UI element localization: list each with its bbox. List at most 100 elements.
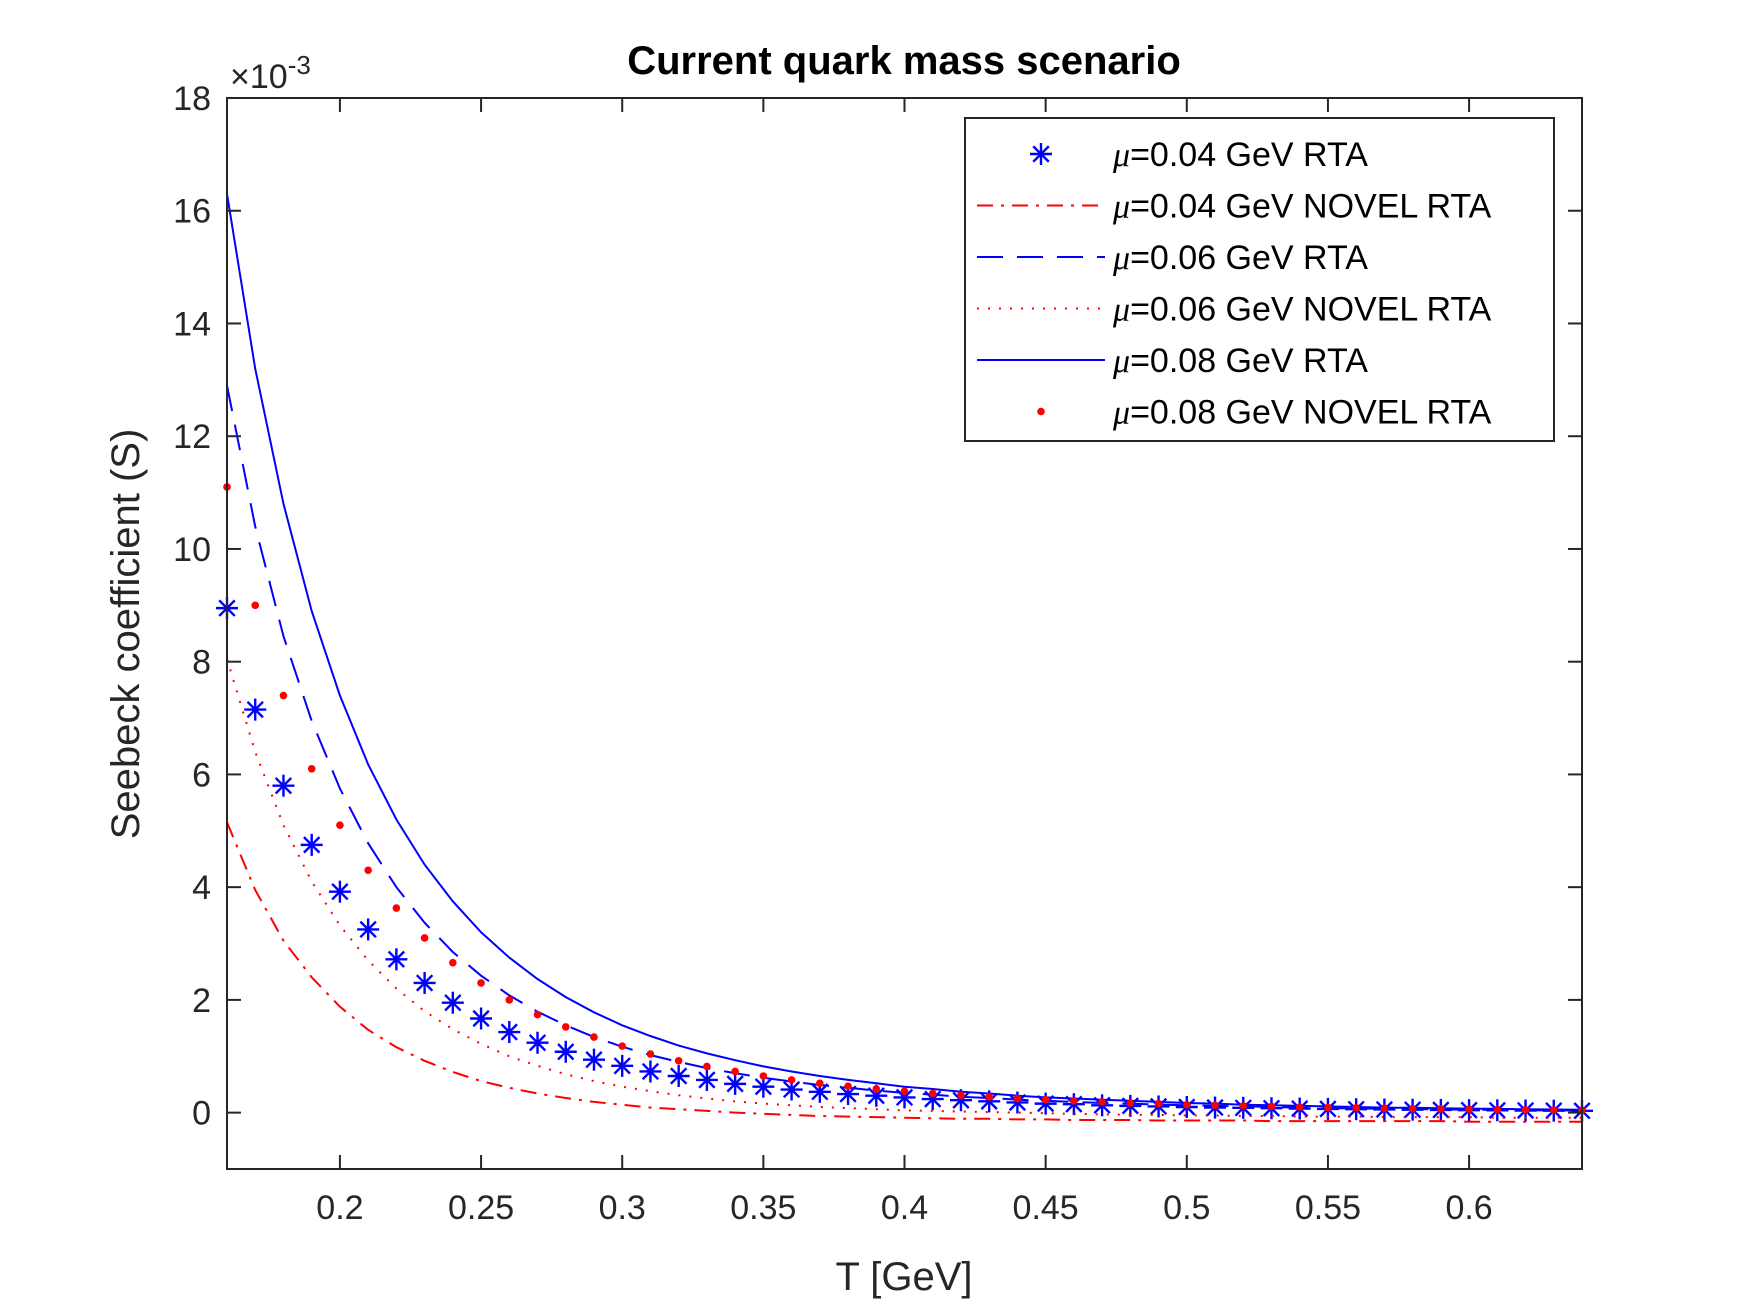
data-point-star-stroke: [387, 950, 406, 968]
data-point-dot: [1437, 1105, 1445, 1113]
data-point-dot: [251, 601, 260, 610]
data-point-dot: [590, 1033, 598, 1041]
y-tick-label: 12: [173, 418, 211, 456]
legend-item: μ=0.04 GeV RTA: [1030, 136, 1368, 174]
legend-label-text: =0.08 GeV RTA: [1130, 342, 1368, 380]
data-point-dot: [1154, 1099, 1163, 1108]
legend-mu-symbol: μ: [1112, 395, 1130, 432]
data-point-star: [978, 1090, 1001, 1113]
data-point-star-stroke: [246, 700, 264, 719]
series-2: [226, 821, 1582, 1123]
y-tick-label: 14: [173, 305, 211, 343]
data-point-dot: [816, 1079, 824, 1088]
y-tick-label: 0: [192, 1095, 211, 1133]
data-point-dot: [1352, 1104, 1360, 1112]
legend-mu-symbol: μ: [1112, 343, 1130, 380]
y-tick-label: 4: [192, 869, 211, 907]
data-point-star-stroke: [500, 1023, 518, 1041]
y-tick-label: 6: [192, 756, 211, 794]
data-point-dot: [1041, 1095, 1050, 1104]
legend-label-text: =0.08 GeV NOVEL RTA: [1130, 394, 1492, 432]
legend-label-text: =0.06 GeV RTA: [1130, 239, 1368, 277]
data-point-dot: [1013, 1094, 1022, 1103]
data-point-dot: [392, 904, 401, 912]
data-point-dot: [844, 1082, 852, 1090]
data-point-dot: [1182, 1100, 1191, 1109]
x-tick-label: 0.55: [1295, 1189, 1361, 1227]
data-point-star-stroke: [528, 1034, 547, 1052]
data-point-star-stroke: [952, 1091, 970, 1109]
data-point-star-stroke: [670, 1067, 688, 1085]
legend-item: μ=0.08 GeV NOVEL RTA: [1037, 394, 1492, 432]
data-point-star-stroke: [895, 1088, 914, 1107]
data-point-dot: [533, 1010, 542, 1019]
y-tick-label: 8: [192, 644, 211, 682]
data-point-dot: [759, 1072, 768, 1080]
data-point-star-stroke: [444, 994, 462, 1012]
legend-mu-symbol: μ: [1112, 137, 1130, 174]
data-point-dot: [1098, 1098, 1106, 1106]
data-point-dot: [505, 996, 514, 1004]
legend-mu-symbol: μ: [1112, 292, 1130, 329]
data-point-star: [300, 833, 323, 856]
legend-label: μ=0.04 GeV RTA: [1112, 136, 1368, 174]
x-tick-label: 0.6: [1445, 1189, 1492, 1227]
data-point-dot: [1380, 1104, 1389, 1113]
legend-label-text: =0.06 GeV NOVEL RTA: [1130, 291, 1492, 329]
data-point-dot: [279, 691, 288, 700]
x-tick-label: 0.5: [1163, 1189, 1210, 1227]
data-point-star: [611, 1054, 634, 1077]
y-tick-label: 10: [173, 531, 211, 569]
data-point-dot: [1324, 1103, 1332, 1112]
x-tick-label: 0.3: [599, 1189, 646, 1227]
data-point-dot: [336, 821, 344, 829]
data-point-dot: [1239, 1102, 1248, 1110]
y-axis-label: Seebeck coefficient (S): [104, 429, 148, 840]
x-tick-label: 0.25: [448, 1189, 514, 1227]
data-point-star: [667, 1064, 690, 1087]
data-point-star-stroke: [641, 1062, 660, 1081]
data-point-dot: [1070, 1096, 1078, 1105]
data-point-star: [328, 880, 351, 903]
data-point-star-stroke: [415, 974, 434, 992]
data-point-star: [526, 1031, 549, 1054]
data-point-star-stroke: [303, 836, 321, 854]
data-point-dot: [957, 1091, 965, 1099]
data-point-dot: [731, 1067, 739, 1076]
data-point-dot: [872, 1085, 881, 1093]
data-point-star-stroke: [726, 1075, 744, 1093]
data-point-dot: [1465, 1105, 1473, 1114]
legend-label: μ=0.04 GeV NOVEL RTA: [1112, 188, 1492, 226]
data-point-dot: [1408, 1104, 1417, 1113]
legend-label: μ=0.08 GeV NOVEL RTA: [1112, 394, 1492, 432]
data-point-dot: [674, 1056, 683, 1065]
data-point-dot: [928, 1089, 937, 1098]
data-point-dot: [985, 1093, 993, 1101]
data-point-dot: [1549, 1106, 1558, 1114]
data-point-dot: [1295, 1103, 1304, 1111]
data-point-star: [639, 1060, 662, 1083]
data-point-star: [498, 1021, 521, 1044]
data-point-dot: [307, 764, 316, 773]
data-point-dot: [477, 979, 485, 987]
data-point-star-stroke: [698, 1071, 716, 1089]
data-point-star: [441, 991, 464, 1014]
data-point-dot: [449, 958, 457, 967]
y-tick-label: 2: [192, 982, 211, 1020]
data-point-dot: [1211, 1101, 1219, 1110]
legend-item: μ=0.04 GeV NOVEL RTA: [977, 188, 1492, 226]
series-line: [226, 821, 1582, 1123]
x-tick-label: 0.35: [730, 1189, 796, 1227]
y-exponent-label: ×10-3: [230, 50, 311, 96]
x-tick-label: 0.2: [316, 1189, 363, 1227]
x-tick-label: 0.45: [1013, 1189, 1079, 1227]
legend-label-text: =0.04 GeV NOVEL RTA: [1130, 188, 1492, 226]
legend-label-text: =0.04 GeV RTA: [1130, 136, 1368, 174]
data-point-dot: [364, 866, 372, 875]
legend-label: μ=0.06 GeV RTA: [1112, 239, 1368, 277]
chart-title: Current quark mass scenario: [627, 39, 1181, 83]
data-point-star: [470, 1007, 493, 1030]
data-point-dot: [561, 1023, 570, 1031]
